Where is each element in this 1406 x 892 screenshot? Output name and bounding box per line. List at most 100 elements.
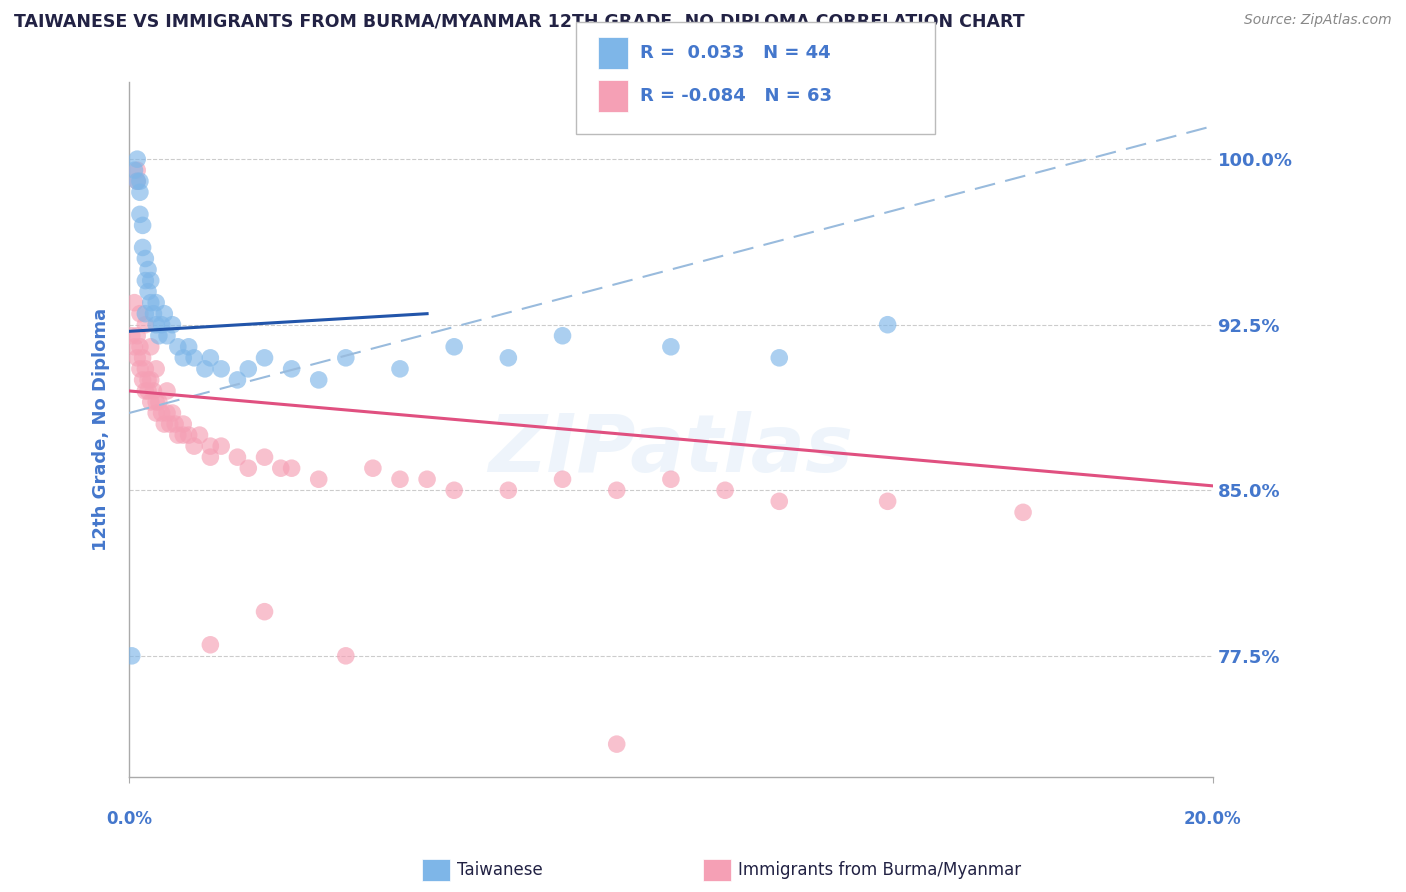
Point	[443, 340, 465, 354]
Point	[200, 439, 222, 453]
Point	[177, 340, 200, 354]
Point	[148, 395, 170, 409]
Point	[145, 395, 167, 409]
Point	[156, 406, 179, 420]
Point	[238, 461, 260, 475]
Point	[551, 328, 574, 343]
Point	[172, 417, 194, 431]
Text: Immigrants from Burma/Myanmar: Immigrants from Burma/Myanmar	[738, 861, 1021, 879]
Text: R = -0.084   N = 63: R = -0.084 N = 63	[640, 87, 832, 105]
Point	[145, 318, 167, 332]
Text: 0.0%: 0.0%	[105, 810, 152, 829]
Point	[177, 428, 200, 442]
Point	[194, 362, 217, 376]
Point	[127, 152, 149, 166]
Point	[139, 373, 162, 387]
Point	[121, 328, 143, 343]
Point	[156, 384, 179, 398]
Point	[129, 174, 152, 188]
Point	[129, 340, 152, 354]
Point	[162, 406, 184, 420]
Point	[659, 340, 682, 354]
Point	[121, 648, 143, 663]
Point	[200, 450, 222, 465]
Point	[153, 417, 176, 431]
Point	[131, 240, 153, 254]
Point	[768, 351, 790, 365]
Point	[139, 295, 162, 310]
Point	[127, 351, 149, 365]
Point	[335, 351, 357, 365]
Point	[156, 328, 179, 343]
Point	[127, 174, 149, 188]
Point	[159, 417, 181, 431]
Point	[876, 318, 898, 332]
Text: Source: ZipAtlas.com: Source: ZipAtlas.com	[1244, 13, 1392, 28]
Point	[209, 362, 232, 376]
Point	[183, 351, 205, 365]
Point	[139, 274, 162, 288]
Point	[136, 285, 159, 299]
Point	[200, 351, 222, 365]
Point	[134, 274, 156, 288]
Point	[134, 307, 156, 321]
Point	[280, 362, 302, 376]
Point	[388, 362, 411, 376]
Point	[361, 461, 384, 475]
Point	[165, 417, 187, 431]
Point	[226, 450, 249, 465]
Point	[498, 351, 520, 365]
Point	[131, 373, 153, 387]
Point	[129, 207, 152, 221]
Point	[606, 737, 628, 751]
Point	[1012, 505, 1035, 519]
Point	[270, 461, 292, 475]
Point	[308, 373, 330, 387]
Point	[127, 328, 149, 343]
Point	[129, 307, 152, 321]
Point	[253, 450, 276, 465]
Point	[335, 648, 357, 663]
Point	[280, 461, 302, 475]
Point	[768, 494, 790, 508]
Point	[124, 295, 146, 310]
Y-axis label: 12th Grade, No Diploma: 12th Grade, No Diploma	[93, 308, 110, 551]
Point	[131, 351, 153, 365]
Point	[145, 295, 167, 310]
Point	[308, 472, 330, 486]
Point	[253, 351, 276, 365]
Text: ZIPatlas: ZIPatlas	[488, 411, 853, 490]
Point	[226, 373, 249, 387]
Point	[136, 384, 159, 398]
Point	[145, 362, 167, 376]
Point	[150, 406, 173, 420]
Point	[714, 483, 737, 498]
Point	[134, 384, 156, 398]
Point	[150, 318, 173, 332]
Point	[145, 406, 167, 420]
Point	[136, 373, 159, 387]
Point	[166, 428, 188, 442]
Point	[659, 472, 682, 486]
Point	[129, 362, 152, 376]
Text: 20.0%: 20.0%	[1184, 810, 1241, 829]
Point	[172, 428, 194, 442]
Point	[551, 472, 574, 486]
Point	[139, 340, 162, 354]
Point	[142, 384, 165, 398]
Point	[124, 163, 146, 178]
Point	[127, 174, 149, 188]
Point	[388, 472, 411, 486]
Point	[188, 428, 211, 442]
Point	[134, 318, 156, 332]
Point	[124, 340, 146, 354]
Point	[131, 219, 153, 233]
Point	[166, 340, 188, 354]
Point	[136, 262, 159, 277]
Point	[183, 439, 205, 453]
Point	[153, 307, 176, 321]
Text: R =  0.033   N = 44: R = 0.033 N = 44	[640, 44, 831, 62]
Point	[139, 395, 162, 409]
Point	[142, 307, 165, 321]
Point	[134, 362, 156, 376]
